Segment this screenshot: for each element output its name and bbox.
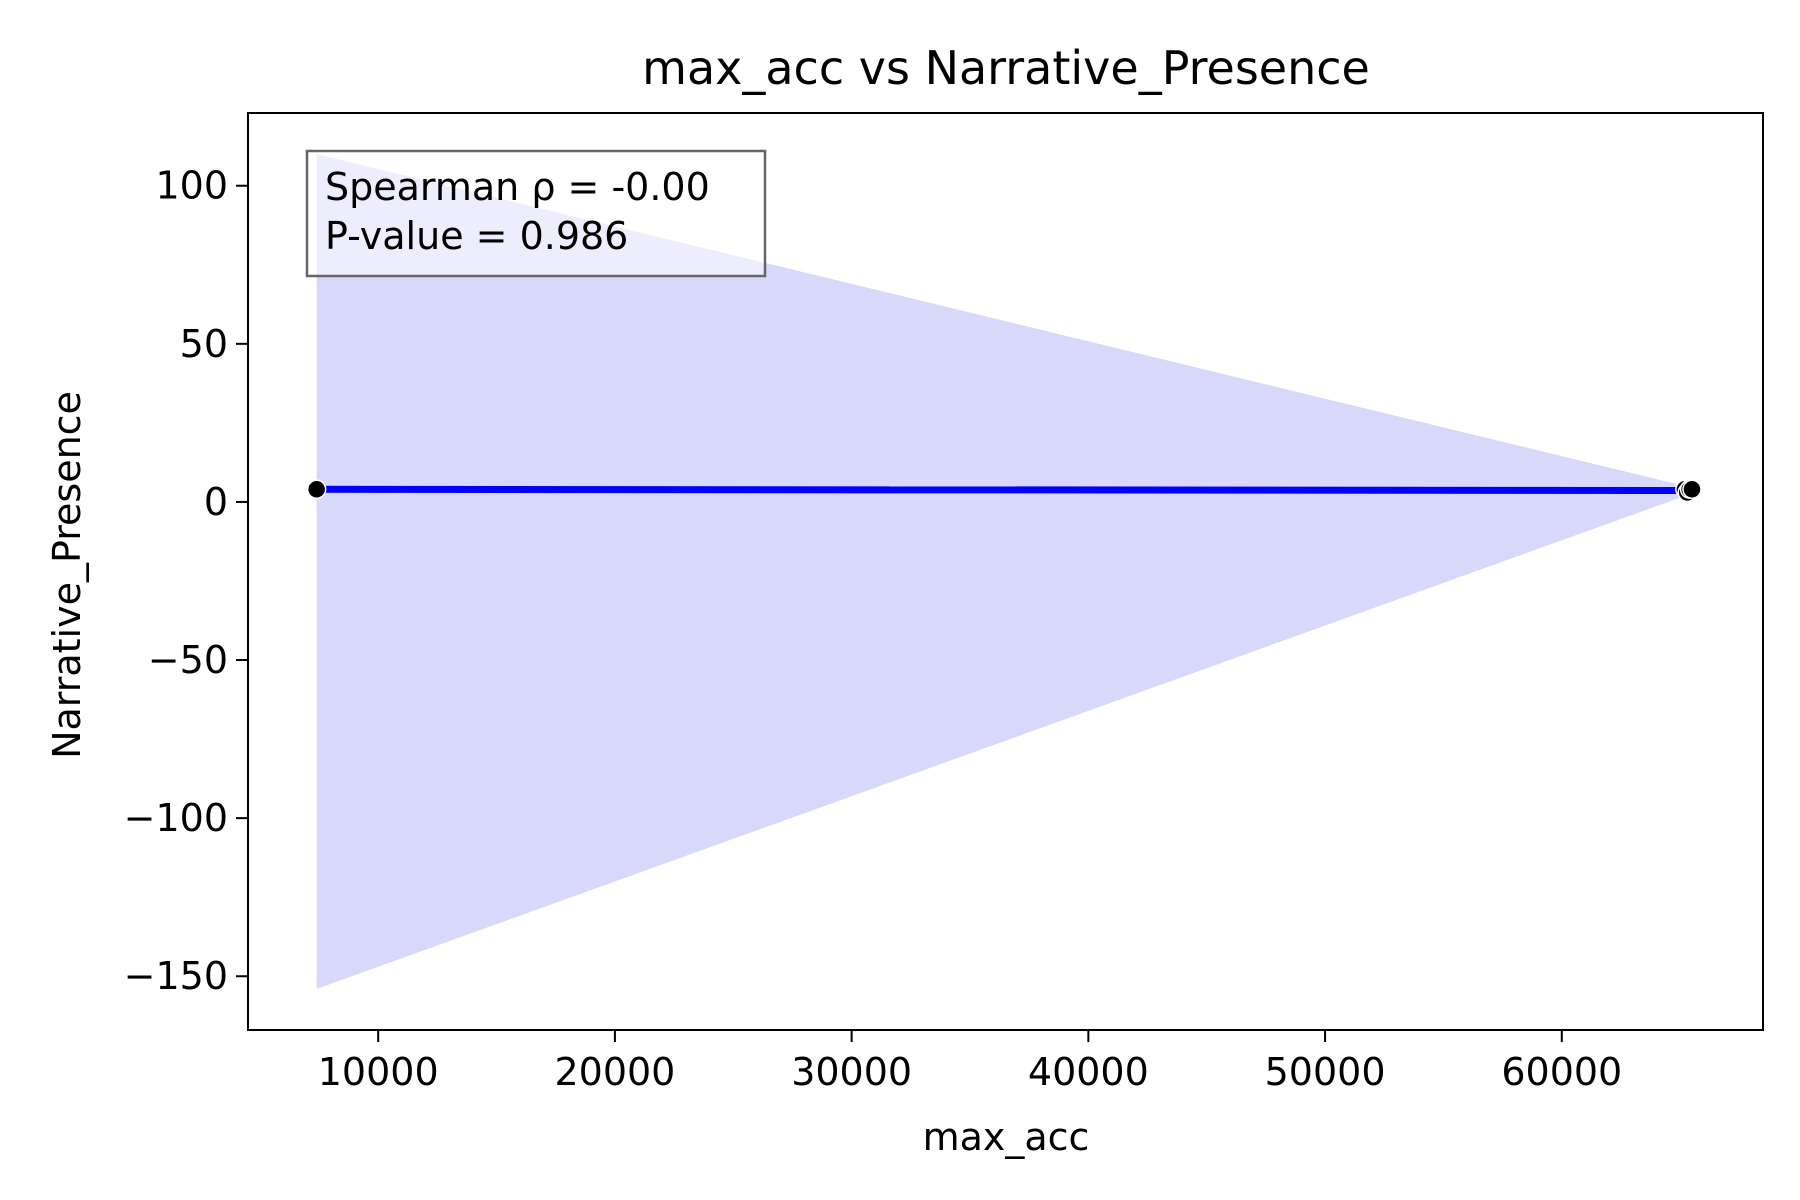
y-tick-label: 50 — [180, 322, 228, 366]
x-axis-label: max_acc — [923, 1115, 1090, 1159]
stats-annotation-box — [305, 149, 767, 278]
regression-fit-line — [316, 485, 1692, 495]
stats-annotation: Spearman ρ = -0.00 P-value = 0.986 — [305, 149, 767, 278]
y-tick-label: −100 — [124, 796, 228, 840]
y-tick-label: 0 — [204, 480, 228, 524]
p-value-text: P-value = 0.986 — [325, 214, 628, 258]
scatter-point-0 — [306, 479, 327, 500]
x-tick-label: 50000 — [1265, 1050, 1386, 1094]
x-tick-label: 60000 — [1501, 1050, 1622, 1094]
chart-title: max_acc vs Narrative_Presence — [642, 41, 1370, 95]
confidence-band — [316, 154, 1692, 989]
x-axis-ticks: 10000 20000 30000 40000 50000 60000 — [318, 1030, 1622, 1094]
y-tick-label: −150 — [124, 954, 228, 998]
x-tick-label: 30000 — [791, 1050, 912, 1094]
plot-frame — [247, 112, 1764, 1031]
y-axis-label: Narrative_Presence — [45, 391, 89, 759]
x-tick-label: 20000 — [554, 1050, 675, 1094]
y-tick-label: 100 — [155, 164, 228, 208]
x-tick-label: 40000 — [1028, 1050, 1149, 1094]
x-tick-label: 10000 — [318, 1050, 439, 1094]
confidence-band-layer — [316, 154, 1692, 989]
scatter-points-layer — [306, 479, 1702, 503]
spearman-rho-text: Spearman ρ = -0.00 — [325, 165, 710, 209]
scatter-point-4 — [1682, 479, 1702, 500]
y-axis-ticks: 100 50 0 −50 −100 −150 — [124, 164, 248, 998]
fit-line-layer — [316, 485, 1692, 495]
y-tick-label: −50 — [148, 638, 228, 682]
